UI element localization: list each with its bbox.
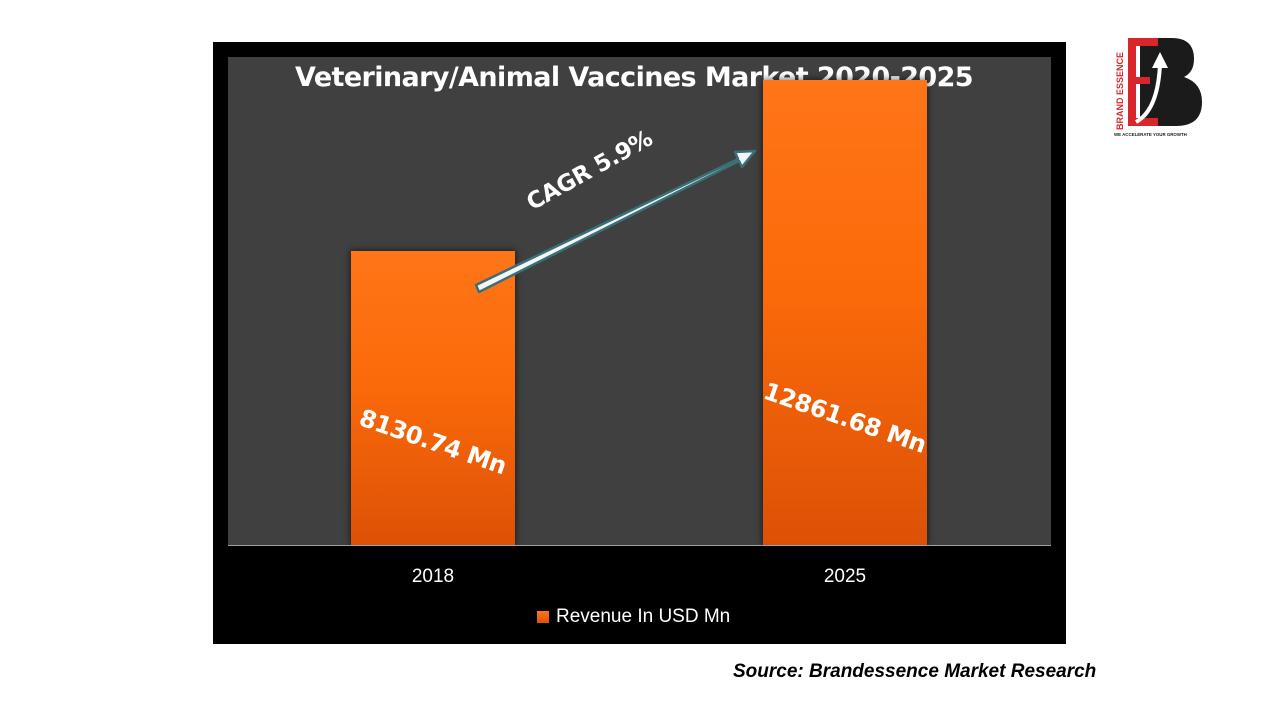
x-tick-2018: 2018 bbox=[411, 566, 455, 587]
x-axis-line bbox=[228, 545, 1051, 546]
chart-frame: Veterinary/Animal Vaccines Market 2020-2… bbox=[213, 42, 1066, 644]
brand-essence-logo: BRAND ESSENCE WE ACCELERATE YOUR GROWTH bbox=[1114, 38, 1202, 137]
legend-label: Revenue In USD Mn bbox=[556, 606, 731, 627]
logo-e-bottom bbox=[1128, 118, 1158, 126]
source-note: Source: Brandessence Market Research bbox=[733, 661, 1097, 682]
logo-e-mid bbox=[1128, 77, 1150, 84]
logo-e-top bbox=[1128, 38, 1158, 46]
logo-tagline: WE ACCELERATE YOUR GROWTH bbox=[1114, 132, 1187, 137]
logo-vertical-text: BRAND ESSENCE bbox=[1115, 52, 1125, 130]
cagr-arrow bbox=[474, 149, 757, 294]
logo-arrow-icon bbox=[1134, 63, 1162, 124]
logo-b-shape bbox=[1140, 38, 1202, 126]
legend: Revenue In USD Mn bbox=[537, 606, 730, 628]
x-tick-2025: 2025 bbox=[823, 566, 867, 587]
legend-swatch bbox=[537, 611, 549, 623]
bar-2025 bbox=[763, 80, 927, 545]
bar-2018 bbox=[351, 251, 515, 545]
